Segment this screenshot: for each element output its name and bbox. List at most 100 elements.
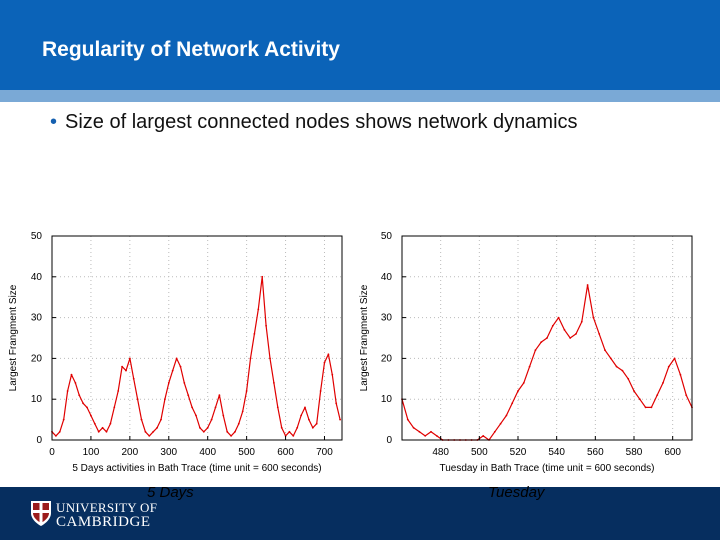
- data-point: [132, 377, 135, 380]
- data-point: [148, 435, 151, 437]
- x-tick-label: 540: [548, 447, 565, 458]
- data-point: [245, 390, 248, 392]
- y-tick-label: 0: [36, 435, 42, 446]
- data-point: [90, 414, 92, 417]
- slide-title: Regularity of Network Activity: [42, 38, 340, 61]
- chart-2: 480 500 520 540 560 580 600 0 10 20 30 40 50 Tuesday …: [359, 231, 693, 474]
- data-point: [175, 357, 178, 360]
- data-point: [592, 316, 595, 319]
- data-point: [237, 422, 240, 425]
- x-tick-label: 480: [432, 447, 449, 458]
- data-point: [261, 275, 264, 278]
- x-axis-label: 5 Days activities in Bath Trace (time un…: [72, 463, 321, 474]
- data-point: [327, 353, 330, 356]
- y-tick-label: 50: [381, 231, 393, 242]
- data-point: [406, 418, 409, 421]
- x-tick-label: 0: [49, 447, 55, 458]
- data-point: [171, 369, 174, 372]
- y-tick-label: 40: [31, 272, 43, 283]
- data-point: [662, 382, 664, 384]
- x-tick-label: 500: [471, 447, 488, 458]
- data-point: [430, 430, 432, 433]
- x-tick-label: 560: [587, 447, 604, 458]
- data-point: [300, 414, 302, 417]
- data-point: [226, 430, 229, 433]
- data-point: [546, 337, 548, 339]
- y-tick-label: 40: [381, 272, 393, 283]
- data-point: [156, 426, 159, 429]
- data-point: [685, 394, 688, 396]
- data-point: [627, 377, 630, 380]
- data-point: [522, 382, 525, 384]
- data-point: [528, 365, 531, 368]
- data-point: [136, 398, 139, 401]
- data-point: [121, 365, 123, 368]
- x-tick-label: 500: [238, 447, 255, 458]
- data-point: [241, 410, 244, 413]
- data-point: [650, 406, 653, 409]
- data-point: [308, 418, 310, 421]
- data-point: [62, 418, 65, 421]
- series-line: [401, 284, 693, 441]
- data-point: [78, 394, 81, 396]
- data-point: [319, 390, 322, 392]
- data-point: [505, 414, 508, 417]
- data-point: [335, 402, 338, 405]
- data-point: [140, 418, 143, 421]
- y-tick-label: 20: [31, 353, 43, 364]
- data-point: [183, 382, 186, 384]
- data-point: [412, 426, 415, 429]
- data-point: [164, 398, 166, 401]
- university-crest-icon: [31, 501, 51, 526]
- data-point: [656, 394, 659, 396]
- x-tick-label: 100: [83, 447, 100, 458]
- y-axis-label: Largest Frangment Size: [359, 284, 370, 391]
- x-axis-label: Tuesday in Bath Trace (time unit = 600 s…: [439, 463, 654, 474]
- data-point: [86, 406, 88, 409]
- data-point: [144, 430, 147, 433]
- y-tick-label: 10: [31, 394, 43, 405]
- data-point: [70, 373, 73, 376]
- data-point: [563, 328, 566, 331]
- data-point: [191, 406, 194, 409]
- x-tick-label: 580: [626, 447, 643, 458]
- data-point: [214, 406, 217, 409]
- data-point: [210, 418, 213, 421]
- data-point: [222, 414, 225, 417]
- data-point: [633, 390, 635, 392]
- data-point: [101, 426, 104, 429]
- data-point: [644, 406, 647, 409]
- x-tick-label: 700: [316, 447, 333, 458]
- data-point: [218, 394, 221, 396]
- data-point: [109, 422, 112, 425]
- y-tick-label: 30: [381, 313, 393, 324]
- series-line: [51, 276, 341, 437]
- data-point: [331, 373, 334, 376]
- y-tick-label: 20: [381, 353, 393, 364]
- data-point: [82, 402, 84, 405]
- data-point: [179, 365, 182, 368]
- data-point: [323, 361, 326, 364]
- data-point: [230, 435, 233, 437]
- data-point: [580, 320, 583, 323]
- data-point: [679, 373, 682, 376]
- x-tick-label: 600: [277, 447, 294, 458]
- data-point: [58, 430, 61, 433]
- y-axis-label: Largest Frangment Size: [8, 284, 19, 391]
- data-point: [97, 430, 100, 433]
- caption-right: Tuesday: [488, 484, 545, 501]
- bullet-text: Size of largest connected nodes shows ne…: [65, 111, 578, 133]
- data-point: [667, 365, 670, 368]
- data-point: [113, 406, 116, 409]
- data-point: [339, 418, 341, 421]
- x-tick-label: 200: [122, 447, 139, 458]
- data-point: [199, 426, 201, 429]
- y-tick-label: 10: [381, 394, 393, 405]
- data-point: [55, 435, 57, 437]
- data-point: [269, 357, 271, 360]
- data-point: [598, 333, 601, 335]
- university-logo-text: UNIVERSITY OF CAMBRIDGE: [56, 501, 157, 530]
- data-point: [615, 365, 618, 368]
- data-point: [569, 337, 572, 339]
